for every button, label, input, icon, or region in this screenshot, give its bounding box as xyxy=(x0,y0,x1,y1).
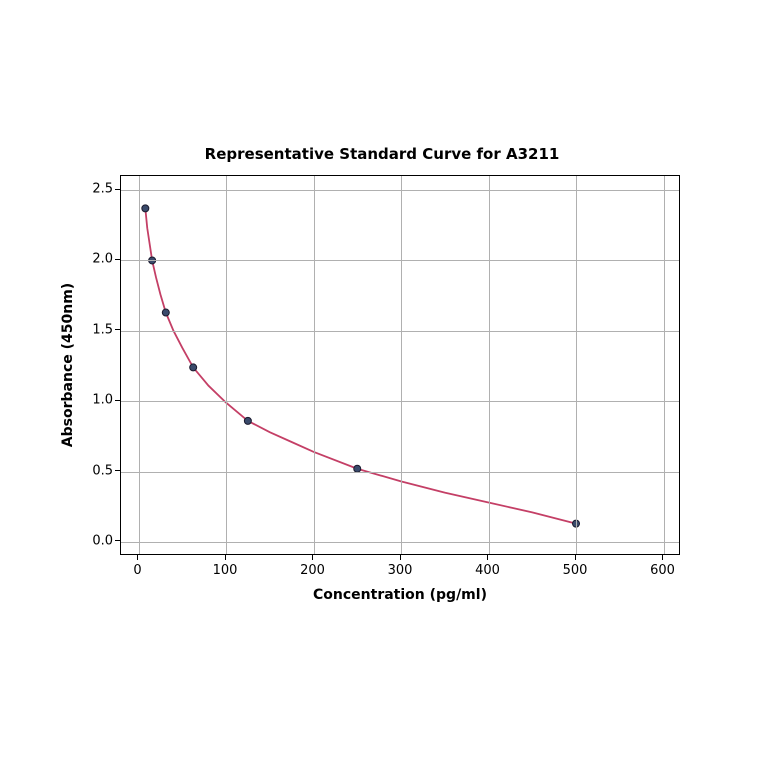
x-tick-label: 0 xyxy=(133,563,141,578)
y-tick-label: 0.0 xyxy=(85,533,113,548)
chart-title: Representative Standard Curve for A3211 xyxy=(0,145,764,163)
gridline-v xyxy=(576,176,577,554)
tick-mark-x xyxy=(225,555,226,560)
tick-mark-y xyxy=(115,400,120,401)
curve-line xyxy=(145,208,576,523)
tick-mark-y xyxy=(115,329,120,330)
gridline-v xyxy=(226,176,227,554)
tick-mark-x xyxy=(487,555,488,560)
gridline-h xyxy=(121,401,679,402)
tick-mark-x xyxy=(137,555,138,560)
tick-mark-x xyxy=(575,555,576,560)
tick-mark-y xyxy=(115,470,120,471)
gridline-h xyxy=(121,331,679,332)
gridline-v xyxy=(664,176,665,554)
y-axis-label: Absorbance (450nm) xyxy=(60,283,76,447)
x-tick-label: 100 xyxy=(213,563,238,578)
y-tick-label: 1.5 xyxy=(85,322,113,337)
y-tick-label: 0.5 xyxy=(85,463,113,478)
chart-container: Representative Standard Curve for A3211 … xyxy=(0,0,764,764)
data-point-marker xyxy=(190,364,197,371)
x-axis-label: Concentration (pg/ml) xyxy=(313,587,487,603)
gridline-v xyxy=(139,176,140,554)
x-tick-label: 300 xyxy=(388,563,413,578)
tick-mark-y xyxy=(115,189,120,190)
x-tick-label: 600 xyxy=(650,563,675,578)
x-tick-label: 500 xyxy=(563,563,588,578)
tick-mark-y xyxy=(115,540,120,541)
gridline-h xyxy=(121,472,679,473)
y-tick-label: 1.0 xyxy=(85,393,113,408)
gridline-v xyxy=(401,176,402,554)
tick-mark-y xyxy=(115,259,120,260)
data-point-marker xyxy=(162,309,169,316)
gridline-v xyxy=(489,176,490,554)
tick-mark-x xyxy=(400,555,401,560)
tick-mark-x xyxy=(662,555,663,560)
y-tick-label: 2.0 xyxy=(85,252,113,267)
y-tick-label: 2.5 xyxy=(85,182,113,197)
gridline-h xyxy=(121,190,679,191)
data-point-marker xyxy=(142,205,149,212)
x-tick-label: 400 xyxy=(475,563,500,578)
tick-mark-x xyxy=(312,555,313,560)
gridline-h xyxy=(121,542,679,543)
x-tick-label: 200 xyxy=(300,563,325,578)
plot-area xyxy=(120,175,680,555)
gridline-h xyxy=(121,260,679,261)
data-point-marker xyxy=(244,417,251,424)
gridline-v xyxy=(314,176,315,554)
